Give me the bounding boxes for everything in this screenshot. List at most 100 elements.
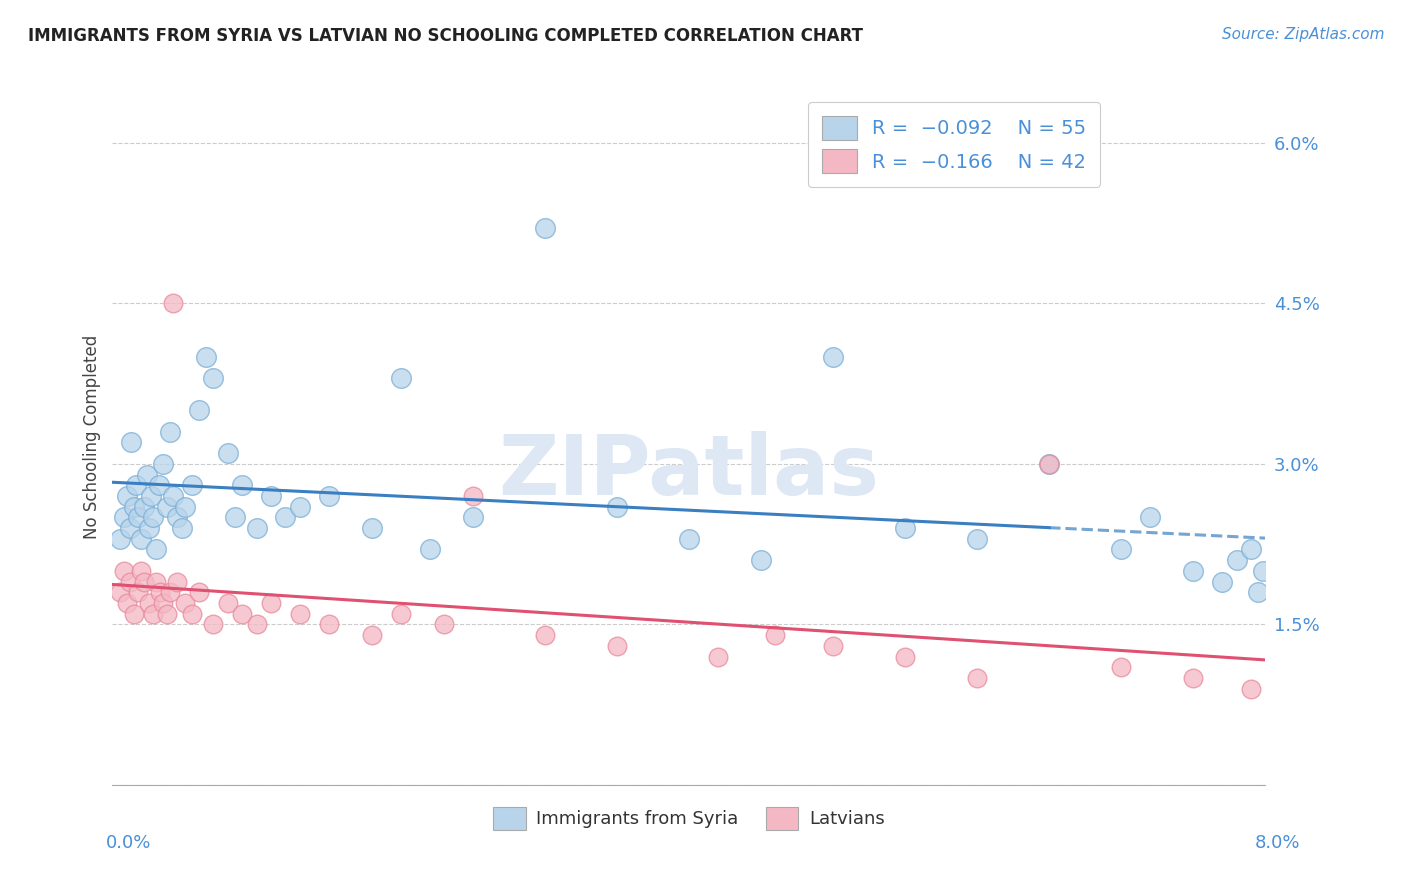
Point: [433, 617, 456, 632]
Point: [145, 542, 167, 557]
Point: [112, 510, 135, 524]
Point: [195, 350, 218, 364]
Point: [180, 607, 202, 621]
Legend: Immigrants from Syria, Latvians: Immigrants from Syria, Latvians: [484, 798, 894, 838]
Point: [1240, 542, 1263, 557]
Point: [461, 510, 484, 524]
Point: [707, 649, 730, 664]
Point: [108, 585, 131, 599]
Point: [138, 596, 160, 610]
Point: [162, 296, 184, 310]
Point: [534, 221, 557, 235]
Point: [678, 532, 700, 546]
Point: [1038, 457, 1060, 471]
Point: [966, 671, 988, 685]
Point: [231, 607, 253, 621]
Point: [318, 617, 340, 632]
Point: [361, 628, 384, 642]
Point: [749, 553, 772, 567]
Point: [156, 607, 179, 621]
Point: [246, 521, 269, 535]
Text: ZIPatlas: ZIPatlas: [499, 432, 879, 512]
Point: [129, 532, 153, 546]
Point: [188, 403, 211, 417]
Point: [1211, 574, 1233, 589]
Point: [173, 500, 195, 514]
Point: [112, 564, 135, 578]
Point: [156, 500, 179, 514]
Point: [115, 596, 138, 610]
Point: [145, 574, 167, 589]
Point: [166, 510, 188, 524]
Point: [136, 467, 159, 482]
Point: [361, 521, 384, 535]
Point: [1111, 542, 1133, 557]
Text: 8.0%: 8.0%: [1256, 834, 1301, 852]
Point: [162, 489, 184, 503]
Point: [152, 596, 174, 610]
Y-axis label: No Schooling Completed: No Schooling Completed: [83, 335, 101, 539]
Point: [141, 489, 163, 503]
Point: [966, 532, 988, 546]
Point: [288, 607, 311, 621]
Point: [166, 574, 188, 589]
Point: [173, 596, 195, 610]
Point: [1251, 564, 1274, 578]
Point: [148, 478, 170, 492]
Point: [224, 510, 246, 524]
Point: [142, 510, 165, 524]
Point: [118, 574, 141, 589]
Point: [108, 532, 131, 546]
Point: [1240, 681, 1263, 696]
Point: [1182, 564, 1205, 578]
Point: [134, 574, 156, 589]
Point: [231, 478, 253, 492]
Point: [217, 446, 239, 460]
Point: [138, 521, 160, 535]
Point: [118, 521, 141, 535]
Point: [159, 425, 181, 439]
Point: [202, 617, 225, 632]
Point: [115, 489, 138, 503]
Point: [246, 617, 269, 632]
Point: [1038, 457, 1060, 471]
Point: [260, 489, 283, 503]
Point: [419, 542, 441, 557]
Point: [1139, 510, 1161, 524]
Point: [122, 500, 145, 514]
Point: [180, 478, 202, 492]
Point: [461, 489, 484, 503]
Point: [260, 596, 283, 610]
Point: [1111, 660, 1133, 674]
Point: [1226, 553, 1249, 567]
Point: [127, 510, 149, 524]
Point: [188, 585, 211, 599]
Point: [389, 371, 412, 385]
Point: [534, 628, 557, 642]
Point: [318, 489, 340, 503]
Point: [122, 607, 145, 621]
Text: IMMIGRANTS FROM SYRIA VS LATVIAN NO SCHOOLING COMPLETED CORRELATION CHART: IMMIGRANTS FROM SYRIA VS LATVIAN NO SCHO…: [28, 27, 863, 45]
Point: [217, 596, 239, 610]
Point: [821, 639, 844, 653]
Point: [288, 500, 311, 514]
Point: [129, 564, 153, 578]
Point: [127, 585, 149, 599]
Point: [765, 628, 787, 642]
Point: [120, 435, 142, 450]
Point: [606, 500, 628, 514]
Point: [606, 639, 628, 653]
Point: [274, 510, 297, 524]
Point: [821, 350, 844, 364]
Text: 0.0%: 0.0%: [105, 834, 150, 852]
Point: [170, 521, 193, 535]
Point: [1247, 585, 1270, 599]
Point: [202, 371, 225, 385]
Point: [894, 649, 917, 664]
Point: [1182, 671, 1205, 685]
Text: Source: ZipAtlas.com: Source: ZipAtlas.com: [1222, 27, 1385, 42]
Point: [134, 500, 156, 514]
Point: [124, 478, 146, 492]
Point: [389, 607, 412, 621]
Point: [894, 521, 917, 535]
